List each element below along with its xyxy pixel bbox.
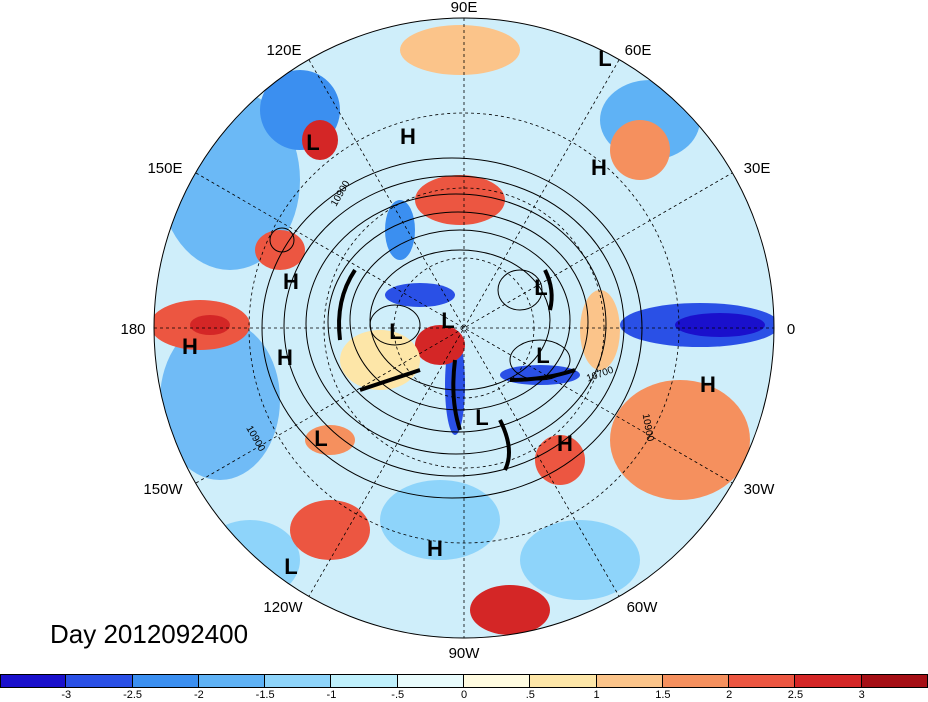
pressure-center: H bbox=[591, 155, 607, 180]
colorbar-tick-label: 3 bbox=[858, 689, 865, 701]
colorbar-swatch bbox=[198, 674, 266, 688]
colorbar-tick-label: -2 bbox=[193, 689, 204, 701]
pressure-center: L bbox=[389, 319, 402, 344]
date-title: Day 2012092400 bbox=[50, 619, 249, 649]
pressure-center: H bbox=[557, 431, 573, 456]
lon-label-150e: 150E bbox=[147, 160, 182, 177]
colorbar-swatch bbox=[596, 674, 663, 688]
pressure-center: H bbox=[283, 269, 299, 294]
colorbar-tick-label: -.5 bbox=[391, 689, 405, 701]
pressure-center: L bbox=[534, 275, 547, 300]
colorbar-swatch bbox=[331, 674, 398, 688]
lon-label-150w: 150W bbox=[143, 481, 183, 498]
lon-label-60e: 60E bbox=[625, 42, 652, 59]
colorbar-tick-label: .5 bbox=[525, 689, 535, 701]
colorbar-swatch bbox=[729, 674, 796, 688]
pressure-center: L bbox=[306, 130, 319, 155]
pressure-center: H bbox=[700, 372, 716, 397]
colorbar-frame bbox=[0, 674, 928, 688]
pressure-center: L bbox=[314, 426, 327, 451]
pressure-center: H bbox=[182, 334, 198, 359]
colorbar-swatch bbox=[397, 674, 464, 688]
map-boundary bbox=[153, 17, 775, 639]
colorbar: -3 -2.5 -2 -1.5 -1 -.5 0 .5 1 1.5 2 2.5 3 bbox=[0, 674, 928, 702]
graticule bbox=[154, 18, 774, 638]
colorbar-swatch bbox=[795, 674, 862, 688]
lon-label-120w: 120W bbox=[263, 599, 303, 616]
colorbar-swatch bbox=[464, 674, 531, 688]
pressure-center: H bbox=[427, 536, 443, 561]
pressure-center: H bbox=[277, 345, 293, 370]
lon-label-30w: 30W bbox=[744, 481, 776, 498]
pressure-center: L bbox=[598, 46, 611, 71]
contour-label: 10900 bbox=[640, 413, 656, 443]
colorbar-tick-label: -3 bbox=[61, 689, 72, 701]
lon-label-90w: 90W bbox=[449, 645, 481, 660]
colorbar-swatch bbox=[132, 674, 199, 688]
pressure-center: L bbox=[441, 308, 454, 333]
colorbar-swatch bbox=[530, 674, 597, 688]
colorbar-tick-label: -1.5 bbox=[255, 689, 275, 701]
polar-map: 90E 60E 30E 0 30W 60W 90W 120W 150W 180 … bbox=[120, 0, 795, 660]
lon-label-120e: 120E bbox=[266, 42, 301, 59]
pressure-center: L bbox=[536, 343, 549, 368]
colorbar-tick-label: 2.5 bbox=[787, 689, 804, 701]
colorbar-swatch bbox=[662, 674, 730, 688]
lon-label-60w: 60W bbox=[627, 599, 659, 616]
colorbar-swatch bbox=[265, 674, 332, 688]
colorbar-swatch bbox=[0, 674, 67, 688]
lon-label-30e: 30E bbox=[744, 160, 771, 177]
colorbar-tick-label: 0 bbox=[460, 689, 468, 701]
lon-label-180: 180 bbox=[120, 321, 145, 338]
colorbar-tick-label: -1 bbox=[326, 689, 337, 701]
colorbar-tick-label: -2.5 bbox=[123, 689, 143, 701]
pressure-center: L bbox=[475, 405, 488, 430]
lon-label-0: 0 bbox=[787, 321, 795, 338]
pressure-center: L bbox=[284, 554, 297, 579]
colorbar-tick-label: 1 bbox=[593, 689, 600, 701]
colorbar-tick-label: 1.5 bbox=[655, 689, 671, 701]
colorbar-tick-label: 2 bbox=[726, 689, 733, 701]
colorbar-swatch bbox=[66, 674, 133, 688]
pressure-center: H bbox=[400, 124, 416, 149]
lon-label-90e: 90E bbox=[451, 0, 478, 16]
